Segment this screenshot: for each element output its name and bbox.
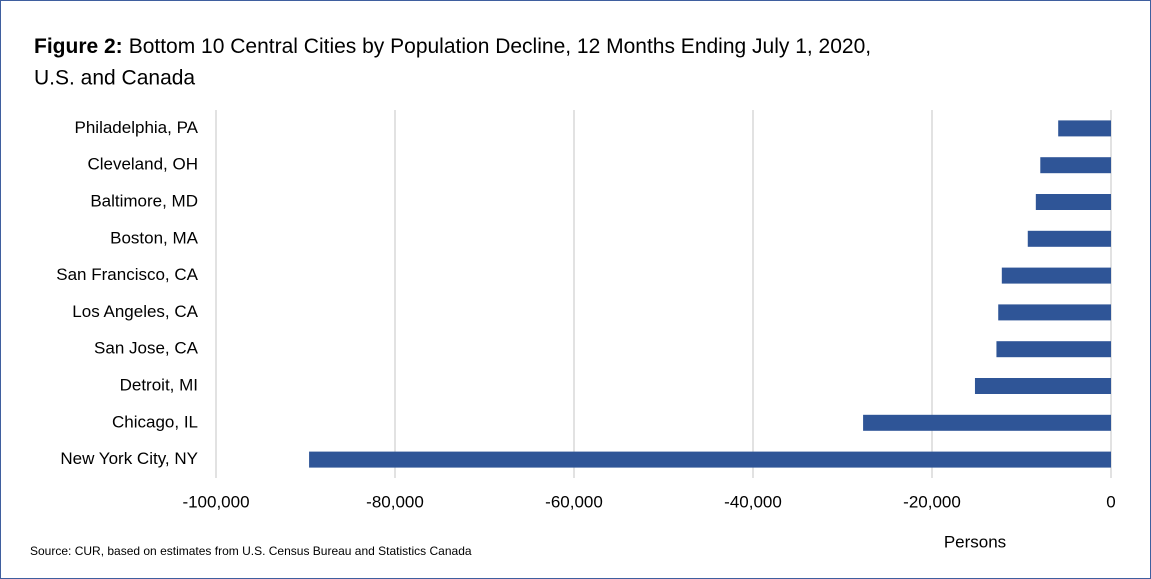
bar (1058, 120, 1111, 137)
chart-title: Figure 2: Bottom 10 Central Cities by Pop… (34, 35, 871, 58)
x-tick-label: -20,000 (903, 492, 961, 511)
x-tick-label: -40,000 (724, 492, 782, 511)
x-tick-label: -100,000 (182, 492, 249, 511)
y-tick-label: Los Angeles, CA (72, 302, 198, 321)
bar (1040, 157, 1111, 174)
bar (998, 304, 1111, 321)
bar (974, 378, 1111, 394)
y-tick-label: Baltimore, MD (90, 191, 198, 210)
bar (1027, 230, 1111, 247)
title-label: Figure 2: (34, 35, 123, 58)
y-tick-label: Detroit, MI (120, 375, 198, 394)
bar (1035, 194, 1111, 210)
y-tick-label: Cleveland, OH (87, 155, 198, 174)
source-note: Source: CUR, based on estimates from U.S… (30, 544, 472, 558)
y-tick-label: San Francisco, CA (56, 265, 198, 284)
y-tick-label: Chicago, IL (112, 412, 198, 431)
chart-subtitle: U.S. and Canada (34, 67, 195, 90)
y-tick-label: Boston, MA (110, 228, 199, 247)
y-tick-label: New York City, NY (60, 449, 198, 468)
y-tick-label: San Jose, CA (94, 339, 199, 358)
x-tick-label: 0 (1106, 492, 1115, 511)
y-tick-label: Philadelphia, PA (75, 118, 199, 137)
x-tick-label: -60,000 (545, 492, 603, 511)
bar (996, 341, 1111, 358)
x-tick-label: -80,000 (366, 492, 424, 511)
bar (1001, 267, 1111, 284)
title-text: Bottom 10 Central Cities by Population D… (129, 35, 871, 58)
bar (863, 414, 1111, 431)
x-axis-label: Persons (944, 532, 1006, 551)
bar (309, 451, 1112, 468)
